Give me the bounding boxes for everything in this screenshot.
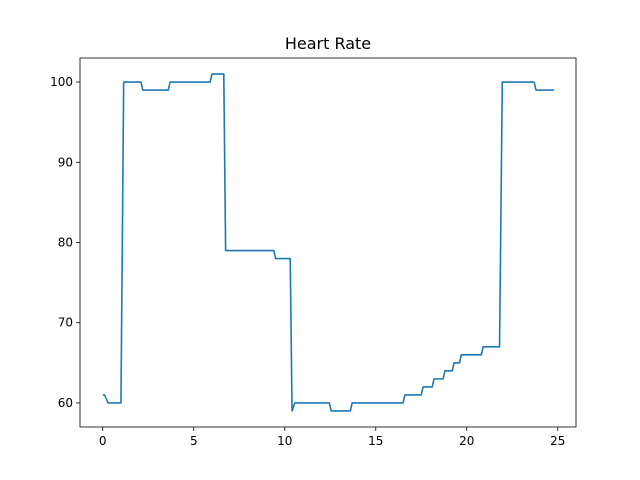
plot-area: [102, 73, 555, 412]
series-line-0: [102, 73, 555, 412]
x-tick-label: 5: [190, 434, 198, 448]
y-tick-label: 70: [58, 316, 73, 330]
y-tick-label: 90: [58, 155, 73, 169]
x-tick-label: 10: [277, 434, 292, 448]
plot-frame: [79, 57, 577, 428]
x-tick-label: 20: [459, 434, 474, 448]
chart-title: Heart Rate: [285, 34, 371, 53]
x-tick-label: 15: [368, 434, 383, 448]
x-tick-label: 25: [550, 434, 565, 448]
x-tick-label: 0: [99, 434, 107, 448]
y-tick-label: 80: [58, 236, 73, 250]
y-tick-label: 60: [58, 396, 73, 410]
axis-ticks: 0 5 10 15 20 25 60 70 80 90 100: [50, 75, 565, 448]
y-tick-label: 100: [50, 75, 73, 89]
